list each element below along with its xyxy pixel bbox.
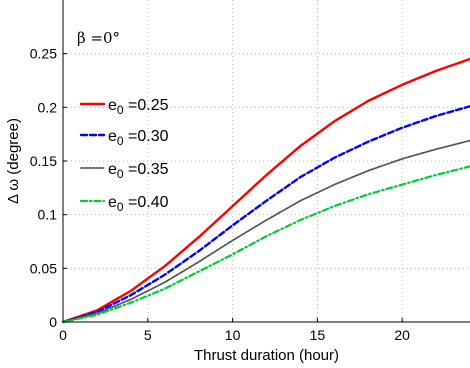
beta-annotation: β =0° [77, 29, 120, 47]
grid-layer [63, 0, 470, 322]
legend-subscript-0: 0 [117, 103, 124, 117]
y-tick-label-0: 0 [49, 314, 57, 330]
series-line-0 [61, 57, 470, 324]
legend-label-0: e0 =0.25 [108, 97, 169, 117]
x-tick-label-4: 20 [394, 327, 410, 343]
legend-value-2: =0.35 [124, 161, 169, 178]
series-line-3 [61, 165, 470, 324]
legend-label-3: e0 =0.40 [108, 194, 169, 214]
legend-subscript-1: 0 [117, 134, 124, 148]
y-tick-label-5: 0.25 [30, 46, 57, 62]
series-layer [61, 57, 470, 324]
y-tick-label-4: 0.2 [38, 99, 58, 115]
legend-subscript-3: 0 [117, 200, 124, 214]
x-tick-label-3: 15 [310, 327, 326, 343]
legend-label-2: e0 =0.35 [108, 161, 169, 181]
series-line-1 [61, 105, 470, 324]
y-tick-label-2: 0.1 [38, 207, 58, 223]
legend-main-1: e [108, 128, 117, 145]
x-tick-label-0: 0 [59, 327, 67, 343]
x-axis-label: Thrust duration (hour) [194, 347, 339, 364]
annotation-layer: β =0° [77, 29, 120, 47]
legend-value-3: =0.40 [124, 194, 169, 211]
y-axis-label: Δ ω (degree) [5, 118, 22, 204]
legend-value-1: =0.30 [124, 128, 169, 145]
legend-value-0: =0.25 [124, 97, 169, 114]
legend-main-0: e [108, 97, 117, 114]
series-line-2 [62, 139, 470, 323]
y-tick-label-1: 0.05 [30, 260, 57, 276]
y-tick-label-3: 0.15 [30, 153, 57, 169]
legend-subscript-2: 0 [117, 167, 124, 181]
legend-label-1: e0 =0.30 [108, 128, 169, 148]
legend-main-3: e [108, 194, 117, 211]
legend-main-2: e [108, 161, 117, 178]
x-tick-label-1: 5 [144, 327, 152, 343]
x-tick-label-2: 10 [225, 327, 241, 343]
axes-layer: 0 5 10 15 20 0 0.05 0.1 0.15 0.2 0.25 Thrust durati… [5, 0, 470, 364]
